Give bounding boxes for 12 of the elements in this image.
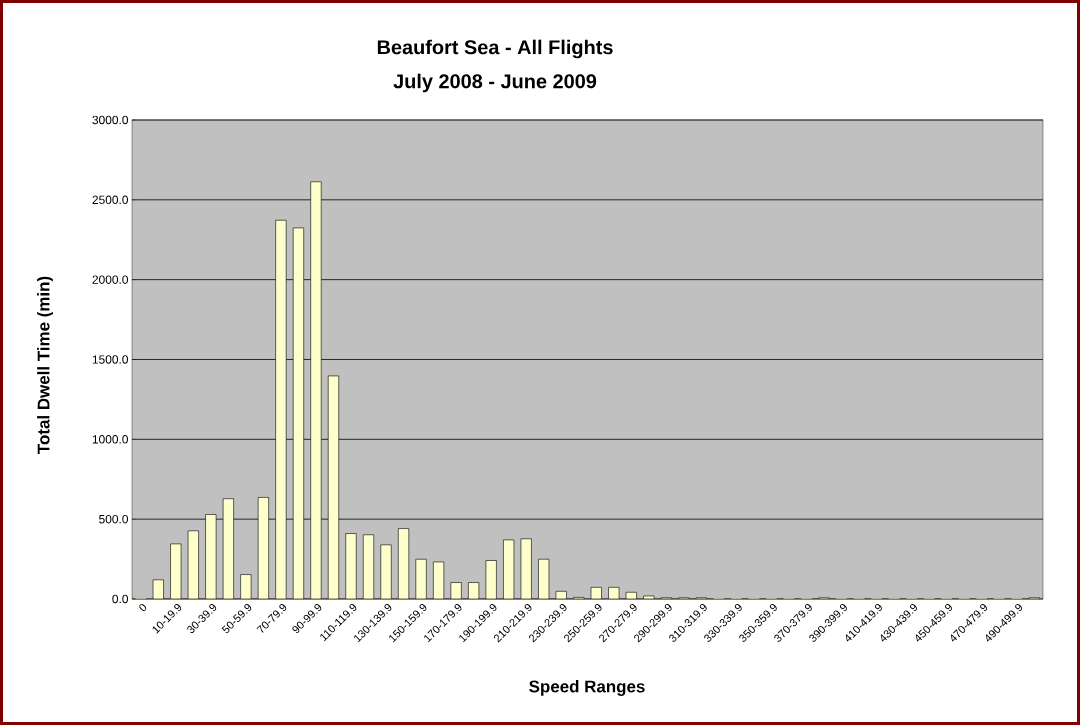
x-axis-title: Speed Ranges [529, 680, 645, 696]
y-tick-label: 1500.0 [92, 355, 129, 364]
y-tick-label: 3000.0 [92, 115, 129, 125]
y-tick-label: 2000.0 [92, 275, 129, 284]
y-tick-label: 500.0 [99, 514, 129, 524]
y-tick-label: 1000.0 [92, 435, 129, 444]
y-tick-label: 0.0 [112, 594, 129, 604]
x-tick-label: 0 [139, 603, 147, 611]
chart-subtitle: July 2008 - June 2009 [393, 73, 597, 93]
y-axis-title: Total Dwell Time (min) [37, 276, 53, 454]
chart-title: Beaufort Sea - All Flights [377, 39, 613, 59]
y-tick-label: 2500.0 [92, 195, 129, 205]
